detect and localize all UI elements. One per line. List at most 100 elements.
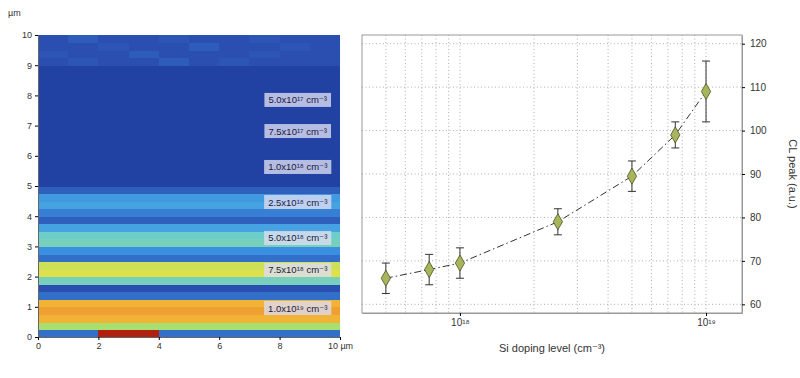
heatmap-cell	[159, 80, 190, 88]
heatmap-cell	[219, 43, 250, 51]
heatmap-cell	[68, 178, 99, 186]
heatmap-cell	[98, 43, 129, 51]
heatmap-cell	[68, 58, 99, 66]
heatmap-cell	[38, 307, 69, 315]
heatmap-cell	[189, 80, 220, 88]
heatmap-cell	[98, 322, 129, 330]
heatmap-cell	[310, 314, 340, 322]
heatmap-cell	[129, 111, 160, 119]
heatmap-cell	[310, 246, 340, 254]
x-axis-left-tick-label: 2	[96, 341, 101, 351]
heatmap-cell	[159, 58, 190, 66]
heatmap-cell	[249, 292, 280, 300]
annotation: 5.0x10¹⁸ cm⁻³	[264, 231, 331, 245]
heatmap-cell	[219, 133, 250, 141]
heatmap-cell	[280, 80, 311, 88]
y-axis-left-tick-label: 9	[27, 61, 32, 71]
heatmap-cell	[159, 186, 190, 194]
heatmap-cell	[189, 277, 220, 285]
heatmap-cell	[189, 314, 220, 322]
error-bar-cap	[382, 263, 390, 264]
grid-line-y	[362, 304, 742, 305]
grid-line-y	[362, 174, 742, 175]
heatmap-cell	[249, 186, 280, 194]
grid-line-y	[362, 87, 742, 88]
heatmap-cell	[280, 246, 311, 254]
y-axis-left-tick: 0	[27, 332, 38, 342]
heatmap-cell	[280, 322, 311, 330]
heatmap-cell	[129, 141, 160, 149]
heatmap-cell	[159, 126, 190, 134]
data-point	[455, 255, 464, 271]
heatmap-cell	[129, 118, 160, 126]
y-axis-tick: 60	[742, 299, 762, 310]
heatmap-cell	[249, 58, 280, 66]
y-axis-left-tick-label: 8	[27, 91, 32, 101]
heatmap-cell	[159, 231, 190, 239]
heatmap-cell	[249, 209, 280, 217]
heatmap-cell	[159, 194, 190, 202]
heatmap-cell	[280, 224, 311, 232]
annotation: 5.0x10¹⁷ cm⁻³	[264, 93, 331, 107]
heatmap-cell	[249, 284, 280, 292]
heatmap-cell	[68, 284, 99, 292]
heatmap-cell	[189, 111, 220, 119]
heatmap-cell	[189, 178, 220, 186]
heatmap-cell	[219, 239, 250, 247]
heatmap-cell	[129, 277, 160, 285]
heatmap-cell	[249, 111, 280, 119]
heatmap-cell	[38, 201, 69, 209]
heatmap-cell	[68, 186, 99, 194]
heatmap-cell	[98, 277, 129, 285]
y-axis-left-tick-mark	[35, 307, 38, 308]
x-axis: 10¹⁸10¹⁹	[363, 313, 743, 328]
heatmap-cell	[38, 269, 69, 277]
x-axis-left-tick-label: 10 µm	[328, 341, 353, 351]
y-axis-tick-label: 120	[750, 38, 767, 49]
heatmap-cell	[98, 35, 129, 43]
y-axis-left-tick-mark	[35, 156, 38, 157]
heatmap-cell	[189, 329, 220, 337]
x-axis-left-tick-mark	[280, 337, 281, 340]
heatmap-cell	[98, 307, 129, 315]
annotation-text: 5.0x10¹⁸ cm⁻³	[268, 232, 327, 243]
y-axis-left-line	[38, 36, 39, 338]
plot-area	[381, 61, 710, 293]
heatmap-cell	[129, 246, 160, 254]
heatmap-cell	[98, 254, 129, 262]
error-bar-cap	[425, 254, 433, 255]
heatmap-cell	[189, 50, 220, 58]
x-axis-left-line	[39, 337, 341, 338]
heatmap-cell	[159, 95, 190, 103]
heatmap-cell	[280, 186, 311, 194]
heatmap-cell	[310, 178, 340, 186]
grid-line-x	[682, 35, 683, 313]
heatmap-cell	[219, 50, 250, 58]
heatmap-cell	[98, 73, 129, 81]
heatmap-cell	[68, 307, 99, 315]
y-axis-left-tick: 7	[27, 121, 38, 131]
heatmap-cell	[38, 50, 69, 58]
heatmap-cell	[68, 156, 99, 164]
heatmap-cell	[310, 277, 340, 285]
heatmap-cell	[159, 209, 190, 217]
y-axis-left-tick-mark	[35, 186, 38, 187]
y-axis-left-tick: 6	[27, 151, 38, 161]
heatmap-cell	[159, 216, 190, 224]
heatmap-cell	[68, 269, 99, 277]
heatmap-cell	[280, 277, 311, 285]
annotation-box	[264, 160, 331, 174]
x-axis-left-tick: 4	[157, 337, 162, 351]
x-axis-left-tick-label: 8	[278, 341, 283, 351]
heatmap-cell	[38, 224, 69, 232]
heatmap-cell	[68, 239, 99, 247]
heatmap-cell	[98, 186, 129, 194]
x-axis-tick-mark	[706, 313, 707, 316]
heatmap-cell	[219, 262, 250, 270]
heatmap-cell	[98, 314, 129, 322]
heatmap-cell	[310, 254, 340, 262]
heatmap-cell	[68, 73, 99, 81]
heatmap-cell	[129, 148, 160, 156]
y-axis-tick-label: 80	[750, 212, 762, 223]
heatmap-cell	[98, 88, 129, 96]
